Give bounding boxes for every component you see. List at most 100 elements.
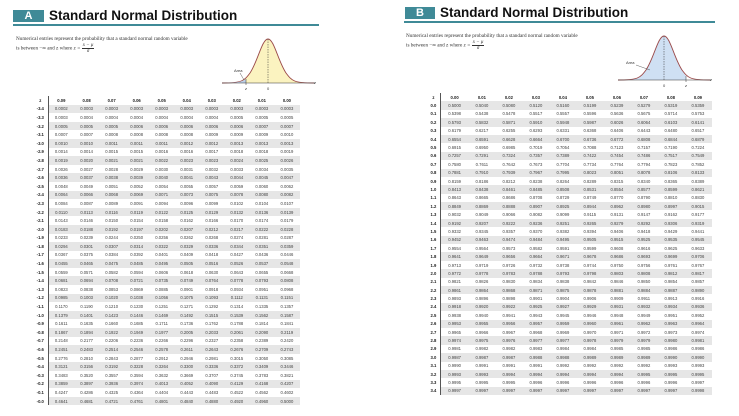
probability-cell: 0.2296 [180, 338, 194, 344]
probability-cell: 0.9997 [495, 386, 523, 396]
probability-cell: 0.9997 [603, 386, 631, 396]
probability-cell: 0.0003 [199, 104, 225, 114]
probability-cell: 0.0008 [180, 132, 194, 138]
column-header: 0.09 [693, 94, 703, 100]
probability-cell: 0.0006 [149, 121, 175, 131]
probability-cell: 0.3192 [99, 362, 125, 371]
probability-cell: 0.0233 [54, 235, 68, 241]
probability-cell: 0.9927 [549, 302, 577, 312]
probability-cell: 0.8944 [576, 202, 604, 211]
probability-cell: 0.9893 [448, 296, 462, 302]
table-row: 0.2 0.5793 0.5832 0.5871 0.5910 0.5948 0.5987 0… [427, 118, 712, 127]
probability-cell: 0.7054 [556, 145, 570, 151]
z-value: -0.1 [33, 388, 49, 397]
table-row: 3.3 0.9995 0.9995 0.9995 0.9996 0.9996 0.9996 0… [427, 378, 712, 387]
probability-cell: 0.9974 [691, 329, 705, 335]
z-value: -1.5 [33, 267, 49, 277]
probability-cell: 0.0071 [149, 190, 175, 200]
probability-cell: 0.0019 [280, 149, 294, 155]
probability-cell: 0.8264 [556, 178, 570, 184]
z-value: 3.4 [427, 386, 441, 396]
probability-cell: 0.0838 [80, 286, 94, 292]
probability-cell: 0.3409 [249, 362, 275, 371]
probability-cell: 0.0174 [255, 218, 269, 224]
probability-cell: 0.0985 [48, 293, 75, 303]
probability-cell: 0.8186 [475, 178, 489, 184]
probability-cell: 0.6844 [657, 134, 685, 144]
probability-cell: 0.0005 [230, 114, 244, 120]
z-value: 1.6 [427, 235, 441, 245]
probability-cell: 0.9591 [556, 245, 570, 251]
probability-cell: 0.0024 [224, 156, 250, 165]
probability-cell: 0.0011 [149, 138, 175, 148]
probability-cell: 0.9959 [549, 319, 577, 328]
probability-cell: 0.9761 [664, 262, 678, 268]
z-value: -0.5 [33, 353, 49, 363]
probability-cell: 0.0262 [180, 235, 194, 241]
probability-cell: 0.9953 [440, 319, 469, 328]
probability-cell: 0.9982 [502, 346, 516, 352]
z-value: -1.8 [33, 242, 49, 251]
probability-cell: 0.4761 [124, 396, 150, 406]
z-value: 1.3 [427, 210, 441, 219]
probability-cell: 0.0038 [99, 173, 125, 182]
probability-cell: 0.1003 [74, 293, 100, 303]
probability-cell: 0.9997 [440, 386, 469, 396]
z-value: 2.5 [427, 311, 441, 320]
probability-cell: 0.0307 [99, 242, 125, 251]
probability-cell: 0.0069 [124, 190, 150, 200]
probability-cell: 0.9991 [475, 363, 489, 369]
probability-cell: 0.9934 [657, 302, 685, 312]
probability-cell: 0.9996 [637, 379, 651, 385]
probability-cell: 0.9936 [684, 302, 712, 312]
description-line1: Numerical entries represent the probabil… [16, 36, 188, 42]
probability-cell: 0.1112 [224, 293, 250, 303]
probability-cell: 0.0005 [74, 121, 100, 131]
probability-cell: 0.9906 [583, 296, 597, 302]
z-value: 1.2 [427, 202, 441, 211]
probability-cell: 0.9992 [556, 363, 570, 369]
probability-cell: 0.5239 [603, 101, 631, 110]
probability-cell: 0.9726 [502, 262, 516, 268]
description-line1: Numerical entries represent the probabil… [406, 33, 578, 39]
z-value: 2.3 [427, 294, 441, 303]
probability-cell: 0.9973 [664, 329, 678, 335]
z-table-positive: z 0.00 0.01 0.02 0.03 0.04 0.05 0.06 0.07 0.08 0.0… [427, 93, 712, 396]
probability-cell: 0.9406 [610, 228, 624, 234]
probability-cell: 0.6293 [529, 128, 543, 134]
probability-cell: 0.7324 [495, 151, 523, 161]
z-value: 1.1 [427, 193, 441, 203]
probability-cell: 0.0274 [230, 235, 244, 241]
probability-cell: 0.9971 [610, 329, 624, 335]
probability-cell: 0.3859 [48, 379, 75, 389]
probability-cell: 0.0021 [124, 156, 150, 165]
probability-cell: 0.8531 [576, 185, 604, 194]
probability-cell: 0.2578 [149, 345, 175, 354]
probability-cell: 0.9968 [529, 329, 543, 335]
probability-cell: 0.0143 [54, 218, 68, 224]
probability-cell: 0.9961 [603, 319, 631, 328]
probability-cell: 0.0018 [230, 149, 244, 155]
probability-cell: 0.7422 [576, 151, 604, 161]
probability-cell: 0.2005 [174, 328, 200, 337]
probability-cell: 0.4013 [149, 379, 175, 389]
table-row: -3.3 0.0003 0.0004 0.0004 0.0004 0.0004 0.0004… [33, 113, 300, 122]
probability-cell: 0.8133 [684, 168, 712, 177]
probability-cell: 0.9995 [475, 379, 489, 385]
probability-cell: 0.0015 [105, 149, 119, 155]
probability-cell: 0.9988 [522, 353, 550, 362]
table-row: -2.5 0.0048 0.0049 0.0051 0.0052 0.0054 0.0055… [33, 181, 300, 191]
column-header: 0.02 [504, 94, 513, 100]
probability-cell: 0.6103 [657, 118, 685, 127]
probability-cell: 0.0011 [124, 138, 150, 148]
table-row: 2.2 0.9861 0.9864 0.9868 0.9871 0.9875 0.9878 0… [427, 285, 712, 295]
table-row: 0.4 0.6554 0.6591 0.6628 0.6664 0.6700 0.6736 0… [427, 134, 712, 144]
table-row: -2.9 0.0014 0.0014 0.0015 0.0015 0.0016 0.0016… [33, 147, 300, 157]
probability-cell: 0.0062 [280, 183, 294, 189]
probability-cell: 0.6736 [576, 134, 604, 144]
probability-cell: 0.4443 [180, 389, 194, 395]
probability-cell: 0.9345 [475, 228, 489, 234]
probability-cell: 0.5987 [576, 118, 604, 127]
page-title-a: Standard Normal Distribution [49, 8, 238, 23]
probability-cell: 0.0301 [74, 242, 100, 251]
